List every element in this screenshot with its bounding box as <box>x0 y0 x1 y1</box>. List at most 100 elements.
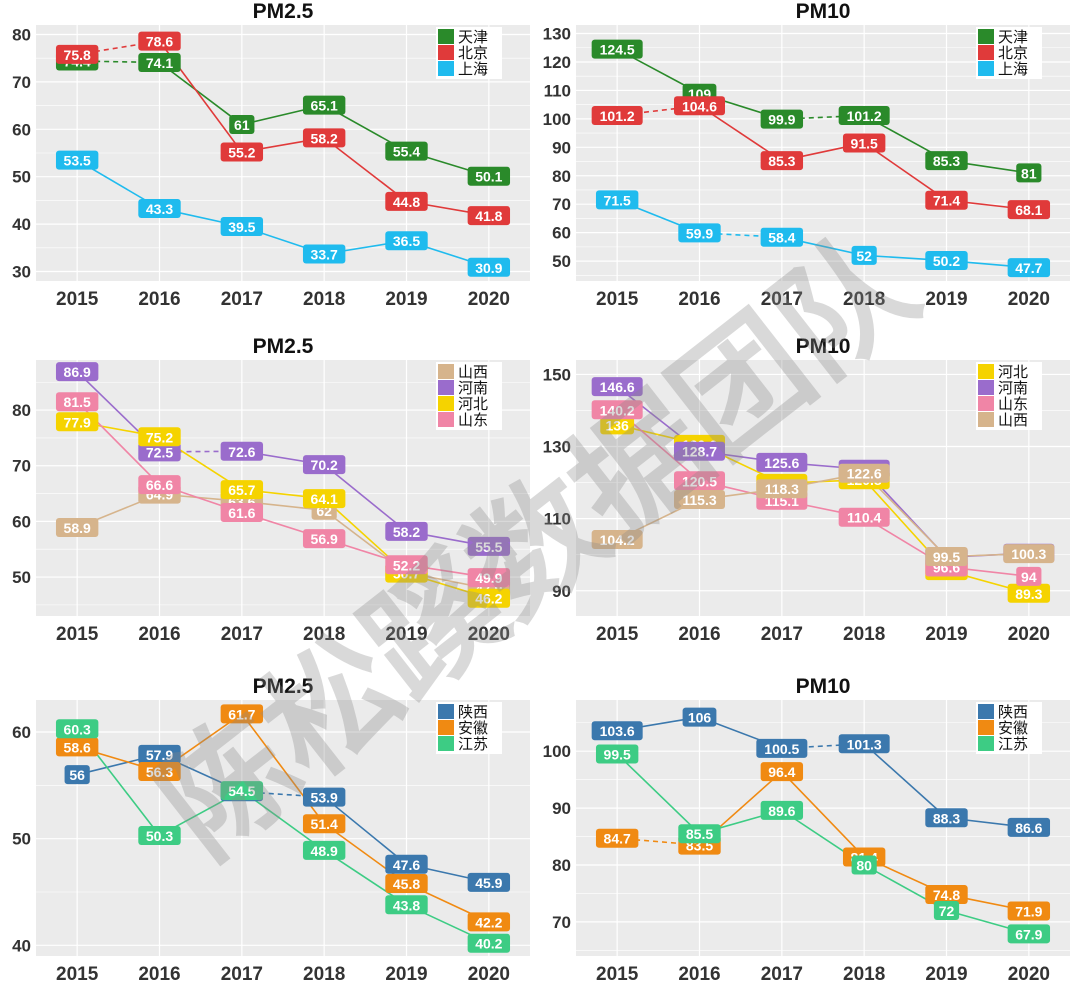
data-label: 55.4 <box>385 141 428 161</box>
data-label-text: 78.6 <box>146 34 173 50</box>
data-label-text: 61.6 <box>228 505 255 521</box>
data-label-text: 100.3 <box>1011 546 1046 562</box>
data-label-box <box>467 568 511 588</box>
legend-item: 山西 <box>438 363 488 381</box>
data-label-text: 58.2 <box>393 524 420 540</box>
series-segment <box>159 61 243 126</box>
legend-item: 江苏 <box>978 735 1028 753</box>
data-label: 72.6 <box>220 441 264 461</box>
data-label-box <box>138 52 181 72</box>
data-label-box <box>591 721 643 741</box>
data-label: 58.6 <box>55 737 99 757</box>
x-tick-label: 2019 <box>925 964 967 985</box>
data-label-text: 58.6 <box>64 739 91 755</box>
data-label: 70.2 <box>302 455 346 475</box>
y-tick-label: 40 <box>12 936 31 955</box>
data-label: 61 <box>229 115 255 135</box>
legend-swatch <box>438 380 454 395</box>
data-label-box <box>595 744 639 764</box>
data-label-text: 65.1 <box>311 98 338 114</box>
data-label-text: 48.9 <box>311 843 338 859</box>
data-label-box <box>138 744 181 764</box>
data-label: 75.2 <box>138 427 181 447</box>
legend-swatch <box>978 704 994 719</box>
data-label-text: 86.9 <box>64 364 91 380</box>
data-label-box <box>467 206 511 226</box>
data-label-box <box>55 392 99 412</box>
data-label-text: 103.6 <box>600 723 635 739</box>
data-label-text: 43.8 <box>393 897 420 913</box>
data-label-text: 68.1 <box>1015 202 1042 218</box>
data-label-text: 104.2 <box>600 532 635 548</box>
y-tick-label: 80 <box>12 401 31 420</box>
data-label-text: 57.9 <box>146 747 173 763</box>
y-tick-label: 130 <box>543 438 571 457</box>
legend-label: 山西 <box>998 411 1028 429</box>
y-tick-label: 80 <box>12 25 31 44</box>
data-label-box <box>838 105 890 125</box>
data-label-box <box>138 31 181 51</box>
data-label-text: 122.6 <box>847 466 882 482</box>
legend-item: 河南 <box>978 379 1028 397</box>
data-label-box <box>64 765 90 785</box>
data-label: 146.6 <box>591 377 643 397</box>
series-segment <box>863 743 948 819</box>
data-label-text: 58.2 <box>311 130 338 146</box>
series-segment <box>323 137 407 202</box>
data-label-box <box>302 128 346 148</box>
x-tick-label: 2018 <box>843 624 885 645</box>
data-label: 81 <box>1016 163 1042 183</box>
y-tick-label: 50 <box>12 168 31 187</box>
data-label: 67.9 <box>1007 924 1051 944</box>
data-label: 41.8 <box>467 206 511 226</box>
data-label: 61.7 <box>220 704 264 724</box>
data-label-text: 61.7 <box>228 706 255 722</box>
y-tick-label: 70 <box>552 913 571 932</box>
chart-title: PM2.5 <box>253 0 314 23</box>
legend-label: 陕西 <box>998 703 1028 721</box>
data-label: 122.6 <box>838 463 890 483</box>
data-label: 81.5 <box>55 392 99 412</box>
data-label-text: 81.5 <box>64 394 91 410</box>
data-label-text: 55.2 <box>228 145 255 161</box>
data-label: 51.4 <box>302 814 346 834</box>
data-label-box <box>851 855 877 875</box>
data-label-text: 140.2 <box>600 402 635 418</box>
data-label: 110.4 <box>838 507 890 527</box>
data-label-box <box>467 257 511 277</box>
data-label-text: 30.9 <box>475 260 502 276</box>
data-label-text: 47.6 <box>393 857 420 873</box>
y-tick-label: 130 <box>543 25 571 44</box>
data-label-text: 101.3 <box>847 736 882 752</box>
y-tick-label: 90 <box>552 799 571 818</box>
data-label-box <box>302 787 346 807</box>
data-label-text: 39.5 <box>228 219 255 235</box>
chart-title: PM10 <box>796 675 851 698</box>
data-label-text: 115.3 <box>682 492 716 508</box>
x-tick-label: 2016 <box>678 964 720 985</box>
legend-label: 山东 <box>458 411 488 429</box>
data-label-text: 52 <box>856 248 872 264</box>
legend-label: 天津 <box>458 28 488 46</box>
data-label: 85.3 <box>760 151 804 171</box>
data-label-text: 56.9 <box>311 531 338 547</box>
data-label: 30.9 <box>467 257 511 277</box>
y-tick-label: 50 <box>12 568 31 587</box>
data-label-box <box>1007 817 1051 837</box>
x-tick-label: 2020 <box>1008 964 1050 985</box>
data-label-box <box>138 475 181 495</box>
legend-label: 陕西 <box>458 703 488 721</box>
data-label: 71.9 <box>1007 901 1051 921</box>
data-label: 54.5 <box>220 781 264 801</box>
legend-label: 山东 <box>998 395 1028 413</box>
legend-swatch <box>978 720 994 735</box>
x-tick-label: 2019 <box>925 624 967 645</box>
y-tick-label: 80 <box>552 167 571 186</box>
chart-svg: PM10 90 110 130 150 2015 2016 2017 2018 2019 2020 1… <box>543 335 1070 645</box>
data-label: 80 <box>851 855 877 875</box>
series-segment <box>781 771 865 858</box>
data-label: 56.9 <box>302 529 346 549</box>
legend-swatch <box>438 412 454 427</box>
